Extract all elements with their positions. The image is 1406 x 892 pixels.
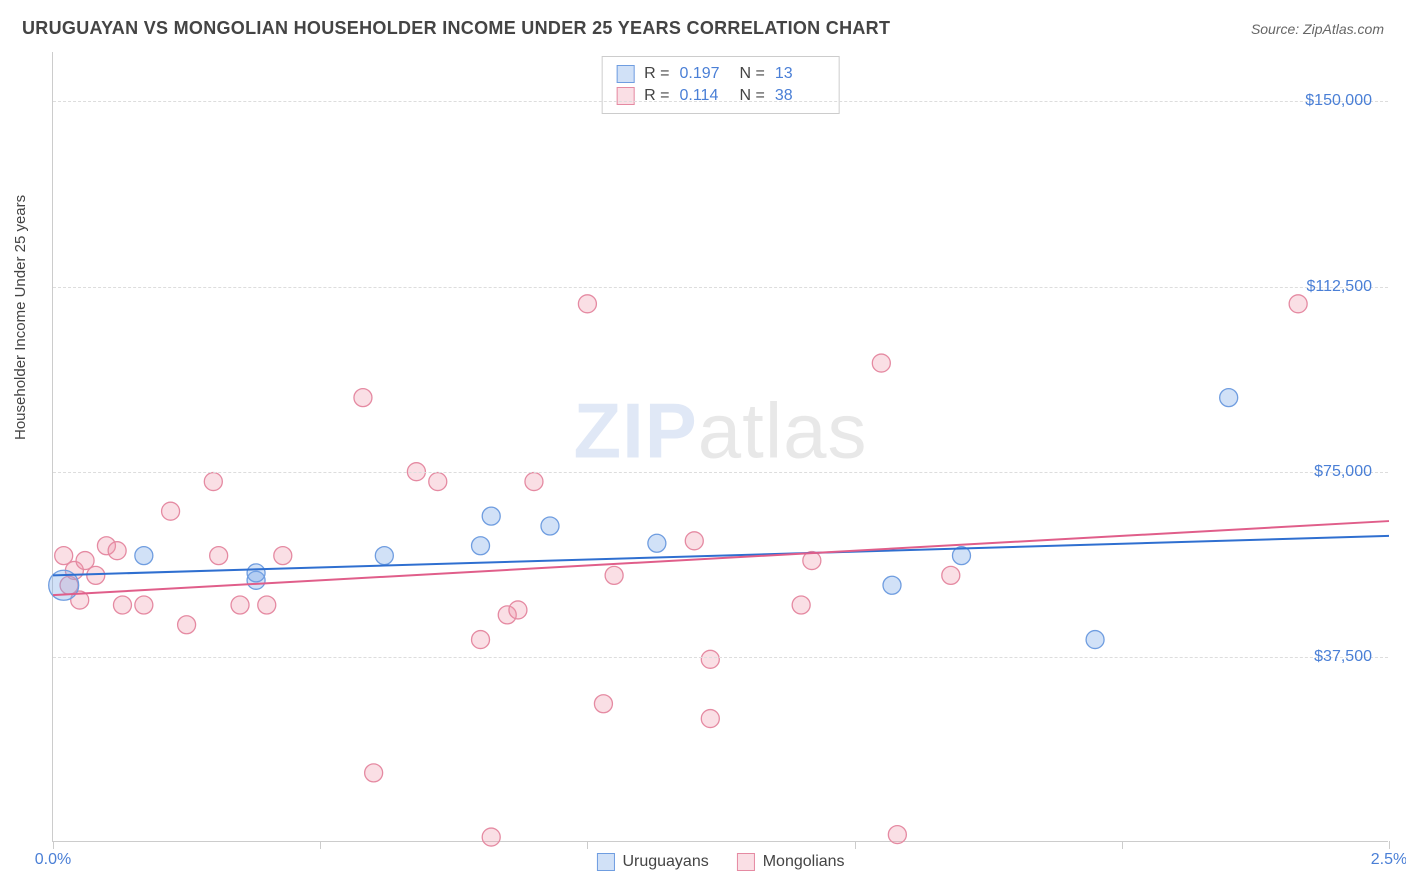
- y-tick-label: $150,000: [1305, 92, 1372, 110]
- data-point: [365, 764, 383, 782]
- data-point: [578, 295, 596, 313]
- swatch-uruguayans: [616, 65, 634, 83]
- trend-line: [53, 521, 1389, 595]
- swatch-uruguayans: [596, 853, 614, 871]
- y-tick-label: $112,500: [1306, 278, 1372, 296]
- x-tick: [320, 841, 321, 849]
- gridline: [53, 657, 1388, 658]
- x-tick: [1122, 841, 1123, 849]
- x-tick-label: 0.0%: [35, 851, 71, 869]
- data-point: [274, 547, 292, 565]
- data-point: [1086, 631, 1104, 649]
- gridline: [53, 101, 1388, 102]
- data-point: [594, 695, 612, 713]
- data-point: [231, 596, 249, 614]
- y-tick-label: $37,500: [1314, 648, 1372, 666]
- data-point: [162, 502, 180, 520]
- y-axis-label: Householder Income Under 25 years: [12, 195, 29, 440]
- data-point: [354, 389, 372, 407]
- data-point: [108, 542, 126, 560]
- data-point: [942, 566, 960, 584]
- stats-row-uruguayans: R = 0.197 N = 13: [616, 63, 825, 85]
- data-point: [375, 547, 393, 565]
- correlation-stats-box: R = 0.197 N = 13 R = 0.114 N = 38: [601, 56, 840, 114]
- source-attribution: Source: ZipAtlas.com: [1251, 21, 1384, 37]
- data-point: [872, 354, 890, 372]
- data-point: [1289, 295, 1307, 313]
- data-point: [429, 473, 447, 491]
- stats-row-mongolians: R = 0.114 N = 38: [616, 85, 825, 107]
- x-tick: [1389, 841, 1390, 849]
- data-point: [1220, 389, 1238, 407]
- data-point: [472, 537, 490, 555]
- gridline: [53, 472, 1388, 473]
- swatch-mongolians: [737, 853, 755, 871]
- data-point: [648, 534, 666, 552]
- data-point: [178, 616, 196, 634]
- legend-item-uruguayans: Uruguayans: [596, 853, 708, 871]
- chart-plot-area: ZIPatlas R = 0.197 N = 13 R = 0.114 N = …: [52, 52, 1388, 842]
- data-point: [135, 547, 153, 565]
- data-point: [482, 828, 500, 846]
- data-point: [87, 566, 105, 584]
- chart-title: URUGUAYAN VS MONGOLIAN HOUSEHOLDER INCOM…: [22, 18, 890, 39]
- data-point: [685, 532, 703, 550]
- data-point: [204, 473, 222, 491]
- data-point: [210, 547, 228, 565]
- data-point: [509, 601, 527, 619]
- data-point: [792, 596, 810, 614]
- trend-line: [53, 536, 1389, 576]
- data-point: [701, 650, 719, 668]
- data-point: [888, 826, 906, 844]
- legend: Uruguayans Mongolians: [596, 853, 844, 871]
- data-point: [701, 710, 719, 728]
- data-point: [541, 517, 559, 535]
- data-point: [605, 566, 623, 584]
- data-point: [247, 564, 265, 582]
- data-point: [525, 473, 543, 491]
- x-tick: [587, 841, 588, 849]
- x-tick: [855, 841, 856, 849]
- data-point: [258, 596, 276, 614]
- data-point: [883, 576, 901, 594]
- gridline: [53, 287, 1388, 288]
- x-tick-label: 2.5%: [1371, 851, 1406, 869]
- data-point: [472, 631, 490, 649]
- legend-item-mongolians: Mongolians: [737, 853, 845, 871]
- data-point: [135, 596, 153, 614]
- data-point: [482, 507, 500, 525]
- data-point: [113, 596, 131, 614]
- x-tick: [53, 841, 54, 849]
- scatter-plot-svg: [53, 52, 1388, 841]
- y-tick-label: $75,000: [1314, 463, 1372, 481]
